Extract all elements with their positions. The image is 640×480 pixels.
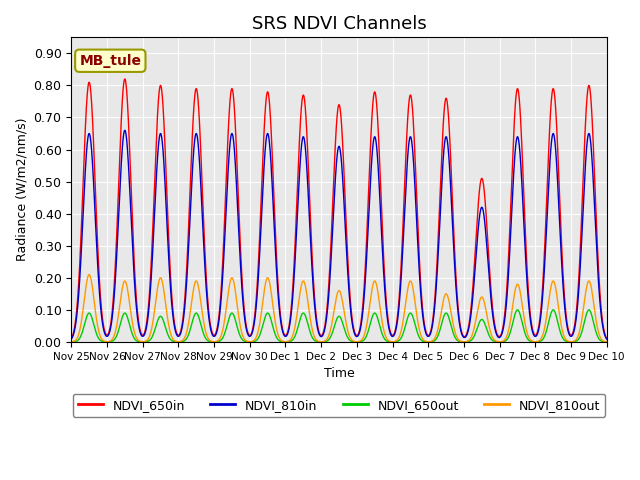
NDVI_650in [575, 281, 582, 287]
NDVI_650in [551, 95, 559, 101]
Legend: NDVI_650in, NDVI_810in, NDVI_650out, NDVI_810out: NDVI_650in, NDVI_810in, NDVI_650out, NDV… [73, 394, 605, 417]
NDVI_810in [67, 336, 75, 342]
Title: SRS NDVI Channels: SRS NDVI Channels [252, 15, 426, 33]
NDVI_650in [273, 252, 280, 258]
NDVI_810out [85, 272, 93, 277]
NDVI_650in [403, 140, 410, 145]
NDVI_810out [132, 333, 140, 338]
NDVI_810in [132, 293, 140, 299]
NDVI_810out [551, 281, 559, 287]
NDVI_650out [403, 320, 410, 325]
NDVI_810in [403, 173, 410, 179]
NDVI_810in [603, 336, 611, 342]
NDVI_810in [121, 127, 129, 133]
Line: NDVI_810out: NDVI_810out [71, 275, 607, 342]
NDVI_650in [67, 336, 75, 341]
X-axis label: Time: Time [324, 367, 355, 380]
NDVI_650out [131, 337, 139, 343]
NDVI_650out [585, 307, 593, 313]
NDVI_810out [67, 339, 75, 345]
NDVI_650in [132, 282, 140, 288]
NDVI_650in [554, 139, 561, 144]
Line: NDVI_650in: NDVI_650in [71, 79, 607, 338]
NDVI_650out [554, 317, 561, 323]
NDVI_650out [551, 309, 559, 314]
NDVI_810in [554, 174, 561, 180]
NDVI_810in [273, 267, 280, 273]
NDVI_810in [551, 138, 559, 144]
NDVI_650out [273, 334, 280, 340]
NDVI_810in [575, 292, 582, 298]
Text: MB_tule: MB_tule [79, 54, 141, 68]
Line: NDVI_650out: NDVI_650out [71, 310, 607, 342]
NDVI_810out [603, 339, 611, 345]
NDVI_650out [575, 336, 582, 342]
NDVI_650out [67, 339, 75, 345]
NDVI_810out [403, 295, 410, 300]
Y-axis label: Radiance (W/m2/nm/s): Radiance (W/m2/nm/s) [15, 118, 28, 262]
NDVI_650in [603, 336, 611, 341]
NDVI_810out [554, 296, 561, 301]
NDVI_810out [273, 325, 280, 331]
NDVI_650in [121, 76, 129, 82]
NDVI_650out [603, 339, 611, 345]
NDVI_810out [575, 332, 582, 338]
Line: NDVI_810in: NDVI_810in [71, 130, 607, 339]
